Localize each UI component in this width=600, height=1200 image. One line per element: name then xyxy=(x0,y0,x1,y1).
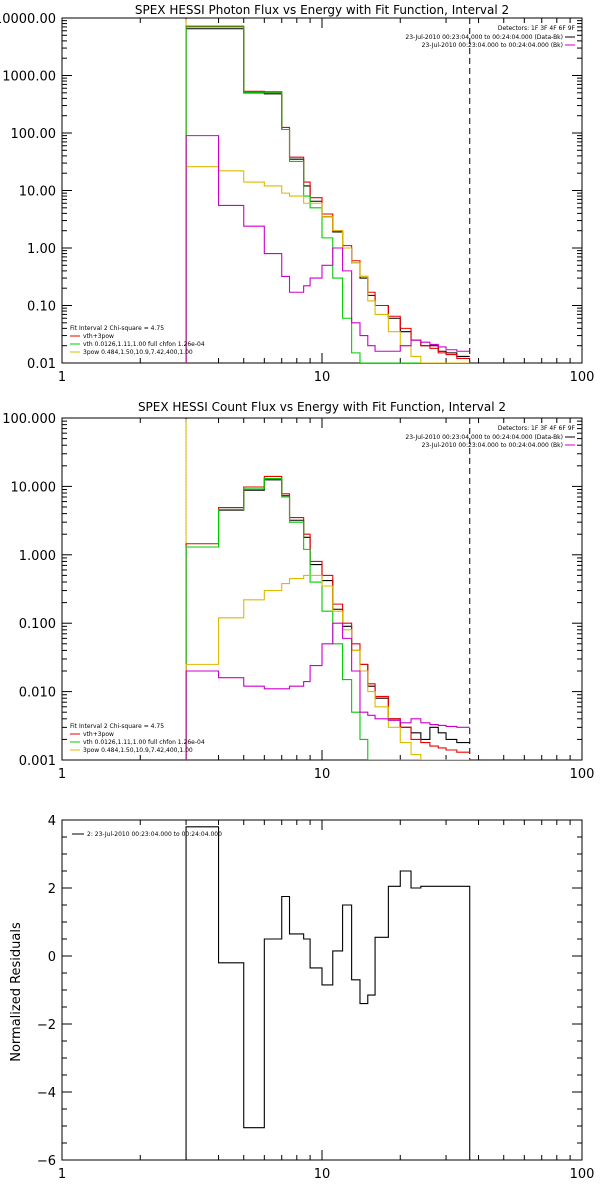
plot-frame xyxy=(61,819,583,1161)
y-tick-label: 0.001 xyxy=(19,754,56,769)
data-bk-series xyxy=(185,28,470,363)
x-tick-label: 100 xyxy=(570,370,595,385)
x-tick-label: 10 xyxy=(314,1167,331,1182)
y-tick-label: −2 xyxy=(37,1018,56,1033)
legend-entry: 23-Jul-2010 00:23:04.000 to 00:24:04.000… xyxy=(422,442,563,449)
y-tick-label: 0.01 xyxy=(27,357,56,372)
legend-entry: 2: 23-Jul-2010 00:23:04.000 to 00:24:04.… xyxy=(87,831,222,838)
y-tick-label: 0.10 xyxy=(27,300,56,315)
y-tick-label: −4 xyxy=(37,1086,56,1101)
residuals-panel: Normalized Residuals 1 10 100 −6 −4 −2 0 2 4 2: 2… xyxy=(9,814,594,1182)
y-tick-label: 1000.00 xyxy=(2,70,56,85)
legend-entry: 23-Jul-2010 00:23:04.000 to 00:24:04.000… xyxy=(405,34,563,41)
legend-entry: 23-Jul-2010 00:23:04.000 to 00:24:04.000… xyxy=(405,434,563,441)
fit-interval-label: Fit Interval 2 Chi-square = 4.75 xyxy=(70,325,164,332)
vth-series xyxy=(185,26,470,363)
count-flux-panel: SPEX HESSI Count Flux vs Energy with Fit… xyxy=(2,400,594,782)
y-tick-label: 4 xyxy=(48,814,56,829)
data-bk-series xyxy=(185,479,470,760)
y-tick-label: 10.000 xyxy=(11,480,57,495)
bk-series xyxy=(185,622,470,760)
x-tick-label: 10 xyxy=(314,767,331,782)
bk-series xyxy=(185,135,470,363)
legend-entry: 3pow 0.484,1.50,10.9,7.42,400,1.00 xyxy=(83,349,193,356)
3pow-series xyxy=(185,166,470,363)
photon-flux-panel: SPEX HESSI Photon Flux vs Energy with Fi… xyxy=(0,3,594,385)
count-flux-title: SPEX HESSI Count Flux vs Energy with Fit… xyxy=(138,400,506,414)
photon-flux-title: SPEX HESSI Photon Flux vs Energy with Fi… xyxy=(135,3,509,17)
vth-3pow-series xyxy=(185,25,470,363)
y-tick-label: 0.100 xyxy=(19,617,56,632)
vth-series xyxy=(185,478,470,760)
y-tick-label: 10000.00 xyxy=(0,12,56,27)
y-tick-label: 0 xyxy=(48,950,56,965)
legend-entry: vth+3pow xyxy=(83,333,114,340)
legend-entry: 3pow 0.484,1.50,10.9,7.42,400,1.00 xyxy=(83,747,193,754)
detectors-label: Detectors: 1F 3F 4F 6F 9F xyxy=(498,425,576,432)
legend-entry: vth+3pow xyxy=(83,731,114,738)
residuals-ylabel: Normalized Residuals xyxy=(9,922,24,1062)
y-tick-label: 1.000 xyxy=(19,549,56,564)
x-tick-label: 10 xyxy=(314,370,331,385)
3pow-series xyxy=(185,574,470,760)
y-tick-label: 0.010 xyxy=(19,686,56,701)
y-tick-label: 2 xyxy=(48,882,56,897)
legend-entry: 23-Jul-2010 00:23:04.000 to 00:24:04.000… xyxy=(422,42,563,49)
x-tick-label: 100 xyxy=(570,767,595,782)
x-tick-label: 1 xyxy=(58,370,66,385)
plot-frame xyxy=(61,17,583,364)
legend-entry: vth 0.0126,1.11,1.00 full chfon 1.26e-04 xyxy=(83,739,205,746)
detectors-label: Detectors: 1F 3F 4F 6F 9F xyxy=(498,25,576,32)
y-tick-label: 100.00 xyxy=(11,127,57,142)
y-tick-label: 1.00 xyxy=(27,242,56,257)
residual-series xyxy=(185,826,471,1160)
x-tick-label: 1 xyxy=(58,767,66,782)
y-tick-label: −6 xyxy=(37,1154,56,1169)
x-tick-label: 1 xyxy=(58,1167,66,1182)
y-tick-label: 10.00 xyxy=(19,185,56,200)
fit-interval-label: Fit Interval 2 Chi-square = 4.75 xyxy=(70,723,164,730)
legend-entry: vth 0.0126,1.11,1.00 full chfon 1.26e-04 xyxy=(83,341,205,348)
x-tick-label: 100 xyxy=(570,1167,595,1182)
y-tick-label: 100.000 xyxy=(2,412,56,427)
